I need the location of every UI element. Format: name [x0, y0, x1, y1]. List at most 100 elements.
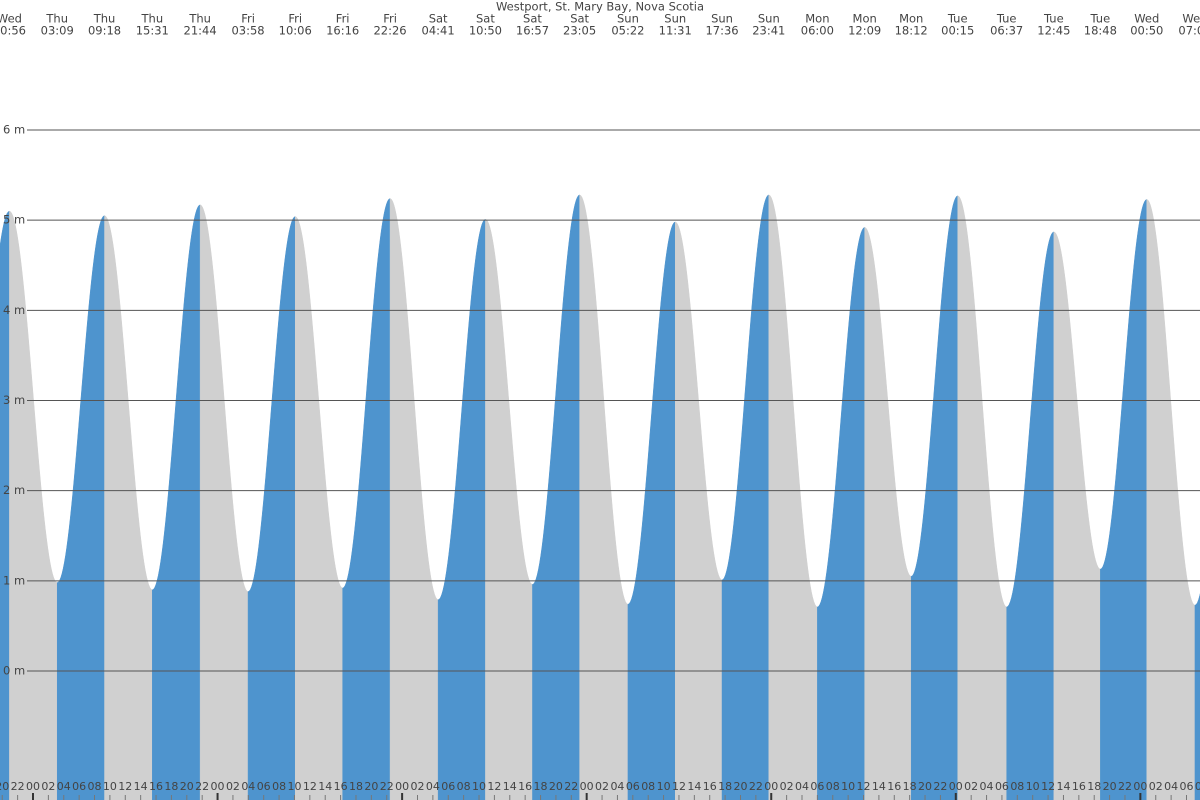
- tide-segment: [0, 210, 10, 800]
- tide-segment: [1194, 593, 1200, 800]
- extreme-time: 15:31: [136, 24, 169, 38]
- hour-label: 22: [195, 780, 209, 793]
- tide-segment: [1006, 231, 1055, 800]
- hour-label: 06: [441, 780, 455, 793]
- hour-label: 10: [1026, 780, 1040, 793]
- hour-label: 14: [872, 780, 886, 793]
- hour-label: 02: [41, 780, 55, 793]
- extreme-day: Thu: [45, 12, 68, 26]
- extreme-time: 11:31: [659, 24, 692, 38]
- tide-segment: [910, 195, 958, 800]
- hour-label: 18: [534, 780, 548, 793]
- extreme-day: Mon: [899, 12, 923, 26]
- extreme-day: Fri: [288, 12, 302, 26]
- extreme-time: 07:06: [1178, 24, 1200, 38]
- hour-label: 16: [703, 780, 717, 793]
- extreme-time: 23:05: [563, 24, 596, 38]
- extreme-day: Sun: [664, 12, 686, 26]
- y-tick-label: 1 m: [3, 573, 25, 587]
- extreme-time: 10:06: [279, 24, 312, 38]
- tide-segment: [674, 221, 723, 800]
- hour-label: 14: [503, 780, 517, 793]
- extreme-time: 16:57: [516, 24, 549, 38]
- hour-label: 18: [164, 780, 178, 793]
- hour-label: 04: [980, 780, 994, 793]
- extreme-day: Fri: [383, 12, 397, 26]
- hour-label: 10: [657, 780, 671, 793]
- tide-segment: [768, 194, 818, 800]
- hour-label: 20: [918, 780, 932, 793]
- tide-segment: [199, 204, 249, 800]
- extreme-time: 12:09: [848, 24, 881, 38]
- hour-label: 22: [933, 780, 947, 793]
- hour-label: 20: [0, 780, 9, 793]
- hour-label: 18: [1087, 780, 1101, 793]
- hour-label: 10: [472, 780, 486, 793]
- y-tick-label: 3 m: [3, 393, 25, 407]
- hour-label: 14: [134, 780, 148, 793]
- hour-label: 08: [1195, 780, 1200, 793]
- tide-segment: [485, 218, 533, 800]
- hour-label: 04: [241, 780, 255, 793]
- tide-segment: [532, 194, 580, 800]
- hour-label: 02: [780, 780, 794, 793]
- hour-label: 10: [287, 780, 301, 793]
- extreme-day: Fri: [336, 12, 350, 26]
- tide-segment: [389, 198, 439, 800]
- extreme-day: Sat: [523, 12, 542, 26]
- extreme-time: 22:26: [373, 24, 406, 38]
- hour-label: 00: [580, 780, 594, 793]
- extreme-time: 18:48: [1084, 24, 1117, 38]
- extreme-time: 00:50: [1130, 24, 1163, 38]
- tide-segment: [721, 194, 770, 800]
- tide-segment: [864, 226, 912, 800]
- extreme-time: 12:45: [1037, 24, 1070, 38]
- hour-label: 12: [1041, 780, 1055, 793]
- tide-segment: [627, 221, 676, 800]
- extreme-time: 05:22: [611, 24, 644, 38]
- tide-segment: [342, 198, 391, 800]
- hour-label: 20: [549, 780, 563, 793]
- extreme-time: 18:12: [895, 24, 928, 38]
- hour-label: 02: [1149, 780, 1163, 793]
- hour-label: 04: [57, 780, 71, 793]
- tide-segment: [579, 194, 629, 800]
- extreme-time: 00:15: [941, 24, 974, 38]
- hour-label: 14: [687, 780, 701, 793]
- extreme-time: 10:50: [469, 24, 502, 38]
- tide-segment: [1146, 199, 1196, 800]
- extreme-time: 17:36: [705, 24, 738, 38]
- extreme-time: 03:09: [41, 24, 74, 38]
- extreme-day: Sat: [570, 12, 589, 26]
- extreme-day: Wed: [1134, 12, 1159, 26]
- tide-segment: [1053, 231, 1101, 800]
- hour-label: 00: [26, 780, 40, 793]
- tide-segment: [437, 218, 486, 800]
- hour-label: 04: [426, 780, 440, 793]
- hour-label: 16: [334, 780, 348, 793]
- hour-label: 06: [1180, 780, 1194, 793]
- tide-segment: [104, 215, 153, 800]
- extreme-time: 06:37: [990, 24, 1023, 38]
- hour-label: 22: [1118, 780, 1132, 793]
- hour-label: 02: [411, 780, 425, 793]
- hour-label: 16: [1072, 780, 1086, 793]
- extreme-time: 20:56: [0, 24, 26, 38]
- hour-label: 18: [349, 780, 363, 793]
- extreme-time: 03:58: [231, 24, 264, 38]
- hour-label: 08: [1010, 780, 1024, 793]
- chart-title: Westport, St. Mary Bay, Nova Scotia: [496, 0, 704, 14]
- extreme-day: Sun: [758, 12, 780, 26]
- hour-label: 04: [610, 780, 624, 793]
- y-tick-label: 0 m: [3, 664, 25, 678]
- tide-segment: [1100, 199, 1148, 800]
- hour-label: 12: [487, 780, 501, 793]
- hour-label: 06: [995, 780, 1009, 793]
- hour-label: 20: [180, 780, 194, 793]
- hour-label: 08: [88, 780, 102, 793]
- hour-label: 20: [733, 780, 747, 793]
- extreme-day: Tue: [947, 12, 968, 26]
- hour-label: 10: [103, 780, 117, 793]
- hour-label: 18: [718, 780, 732, 793]
